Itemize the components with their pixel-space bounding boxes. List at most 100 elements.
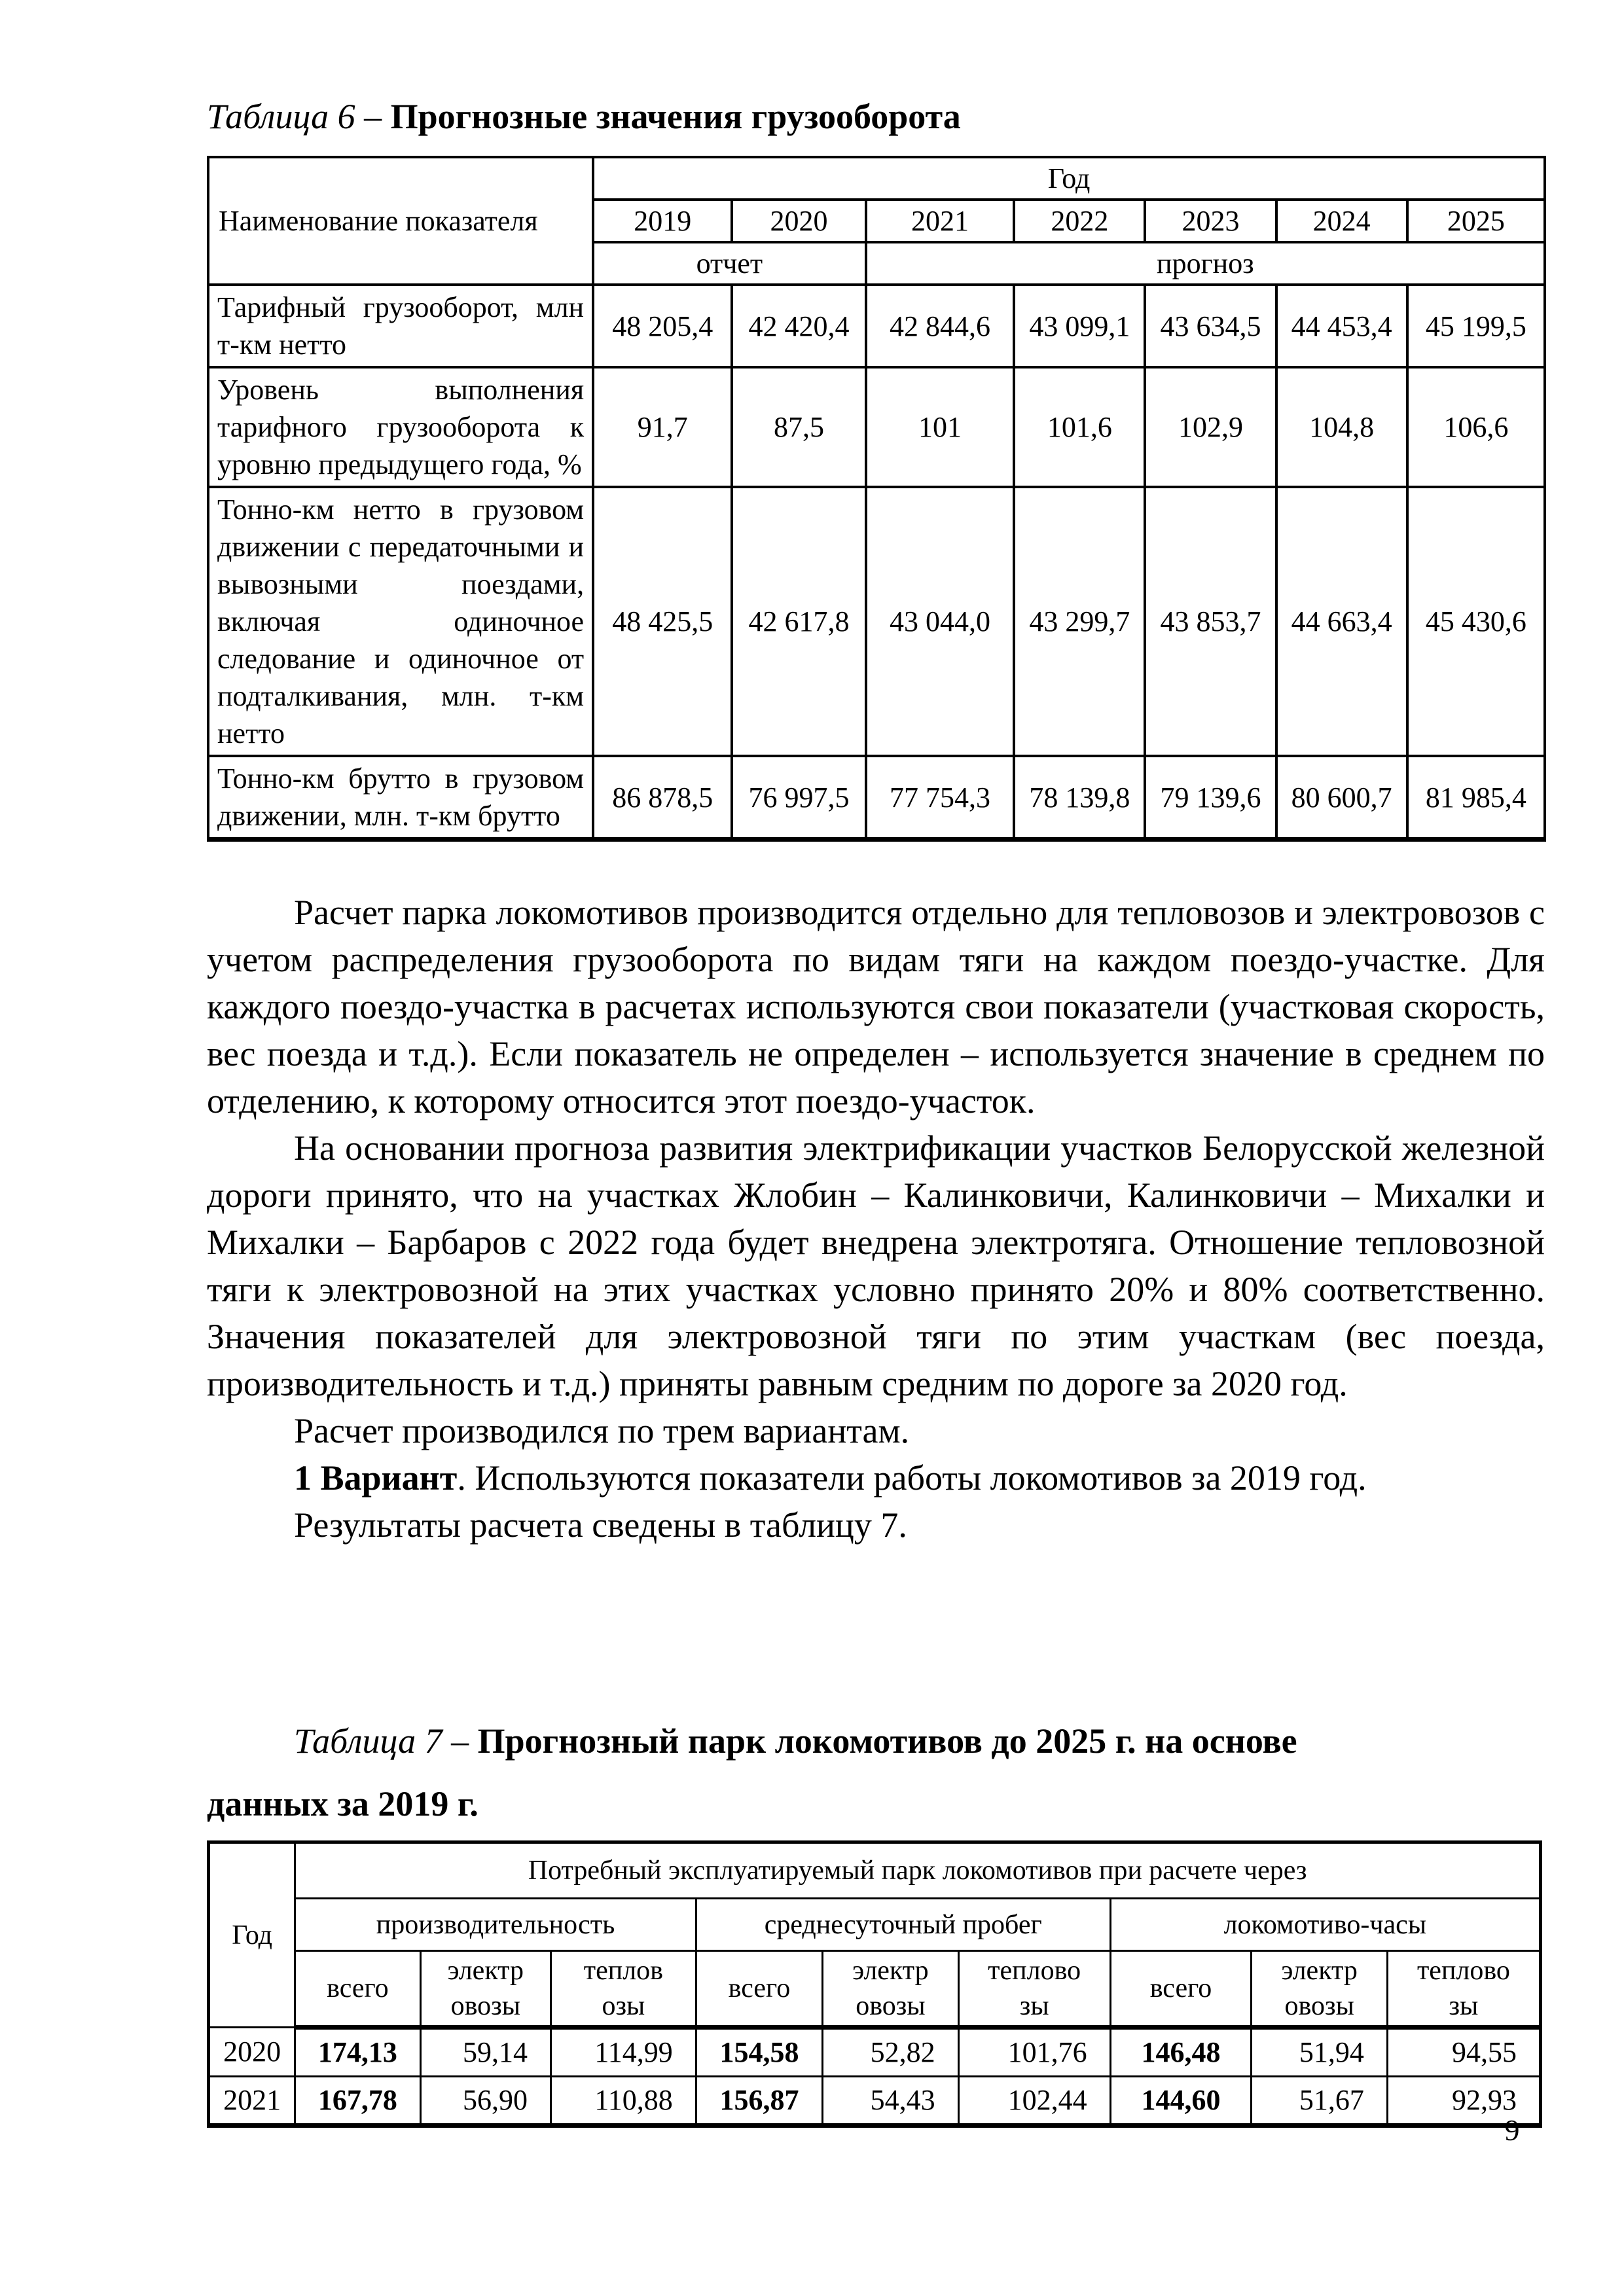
table7-row: 2021 167,78 56,90 110,88 156,87 54,43 10… [207, 2075, 1542, 2128]
table6-cell: 86 878,5 [592, 755, 734, 842]
table6-header-forecast: прогноз [864, 241, 1547, 286]
table7-subheader: электр овозы [419, 1950, 552, 2030]
table7-cell: 51,94 [1250, 2026, 1388, 2077]
table7-subheader: электр овозы [1250, 1950, 1388, 2030]
paragraph-bold-lead: 1 Вариант [294, 1458, 458, 1498]
table7-row: 2020 174,13 59,14 114,99 154,58 52,82 10… [207, 2026, 1542, 2077]
table6-row-label: Тонно-км брутто в грузовом движении, млн… [206, 755, 595, 842]
table6-cell: 43 044,0 [864, 486, 1016, 757]
table6: Наименование показателя Год 2019 2020 20… [206, 156, 1547, 842]
table7-cell: 52,82 [821, 2026, 960, 2077]
table6-cell: 101,6 [1013, 366, 1147, 488]
table7-cell: 174,13 [294, 2026, 422, 2077]
table6-cell: 48 205,4 [592, 283, 734, 368]
table7-cell: 146,48 [1109, 2026, 1253, 2077]
table7-caption-dash: – [451, 1721, 469, 1761]
table6-cell: 43 299,7 [1013, 486, 1147, 757]
table7-cell: 54,43 [821, 2075, 960, 2128]
table7-cell: 94,55 [1386, 2026, 1542, 2077]
table6-cell: 81 985,4 [1405, 755, 1547, 842]
table6-header-year: 2021 [864, 198, 1016, 243]
table7-cell: 102,44 [957, 2075, 1111, 2128]
table7-cell: 101,76 [957, 2026, 1111, 2077]
table6-row-label: Тарифный грузооборот, млн т-км нетто [206, 283, 595, 368]
table7-caption-label: Таблица 7 [294, 1721, 442, 1761]
table7-cell: 56,90 [419, 2075, 552, 2128]
table7-header-year-col: Год [207, 1841, 297, 2028]
table6-row: Уровень выполнения тарифного грузооборот… [206, 366, 1547, 488]
table6-cell: 91,7 [592, 366, 734, 488]
table7-year-cell: 2020 [207, 2026, 297, 2077]
table7-cell: 156,87 [695, 2075, 824, 2128]
table6-cell: 76 997,5 [731, 755, 867, 842]
table7-header-group-loco-hours: локомотиво-часы [1109, 1897, 1542, 1952]
table7-year-cell: 2021 [207, 2075, 297, 2128]
table6-cell: 44 453,4 [1274, 283, 1409, 368]
table6-cell: 43 634,5 [1144, 283, 1278, 368]
table7: Год Потребный эксплуатируемый парк локом… [207, 1840, 1542, 2128]
table6-header-name: Наименование показателя [206, 156, 595, 286]
paragraph-text: . Используются показатели работы локомот… [457, 1458, 1367, 1498]
table7-subheader: теплово зы [957, 1950, 1111, 2030]
table6-cell: 42 617,8 [731, 486, 867, 757]
table6-cell: 77 754,3 [864, 755, 1016, 842]
table6-cell: 42 420,4 [731, 283, 867, 368]
page-number: 9 [1504, 2113, 1520, 2147]
table7-cell: 154,58 [695, 2026, 824, 2077]
table6-row-label: Уровень выполнения тарифного грузооборот… [206, 366, 595, 488]
table7-subheader: всего [695, 1950, 824, 2030]
body-paragraph: На основании прогноза развития электрифи… [207, 1124, 1545, 1407]
table7-cell: 167,78 [294, 2075, 422, 2128]
table6-caption-label: Таблица 6 [207, 97, 355, 136]
paragraph-text: На основании прогноза развития электрифи… [207, 1128, 1545, 1403]
table6-row: Тонно-км нетто в грузовом движении с пер… [206, 486, 1547, 757]
table6-cell: 79 139,6 [1144, 755, 1278, 842]
table6-cell: 101 [864, 366, 1016, 488]
table7-cell: 51,67 [1250, 2075, 1388, 2128]
table7-cell: 114,99 [549, 2026, 697, 2077]
table6-caption-dash: – [364, 97, 382, 136]
body-paragraph: 1 Вариант. Используются показатели работ… [207, 1454, 1545, 1501]
table6-cell: 78 139,8 [1013, 755, 1147, 842]
table7-subheader: электр овозы [821, 1950, 960, 2030]
table6-cell: 45 199,5 [1405, 283, 1547, 368]
table7-subheader: теплово зы [1386, 1950, 1542, 2030]
table6-cell: 80 600,7 [1274, 755, 1409, 842]
body-text: Расчет парка локомотивов производится от… [207, 889, 1545, 1549]
table7-subheader: всего [294, 1950, 422, 2030]
table7-header-group-daily-run: среднесуточный пробег [695, 1897, 1111, 1952]
table6-cell: 104,8 [1274, 366, 1409, 488]
table6-cell: 48 425,5 [592, 486, 734, 757]
table6-header-year-group: Год [592, 156, 1546, 201]
table7-header-group-productivity: производительность [294, 1897, 697, 1952]
table6-header-year: 2024 [1274, 198, 1409, 243]
table6-header-report: отчет [592, 241, 867, 286]
table6-cell: 87,5 [731, 366, 867, 488]
table6-row-label: Тонно-км нетто в грузовом движении с пер… [206, 486, 595, 757]
table7-cell: 110,88 [549, 2075, 697, 2128]
paragraph-text: Расчет парка локомотивов производится от… [207, 893, 1545, 1121]
table7-cell: 59,14 [419, 2026, 552, 2077]
table6-cell: 106,6 [1405, 366, 1547, 488]
table7-cell: 144,60 [1109, 2075, 1253, 2128]
table7-subheader: всего [1109, 1950, 1253, 2030]
body-paragraph: Расчет производился по трем вариантам. [207, 1407, 1545, 1454]
table6-header-year: 2019 [592, 198, 734, 243]
table6-caption-title: Прогнозные значения грузооборота [390, 97, 961, 136]
table6-cell: 43 853,7 [1144, 486, 1278, 757]
table7-cell: 92,93 [1386, 2075, 1542, 2128]
table6-row: Тарифный грузооборот, млн т-км нетто 48 … [206, 283, 1547, 368]
paragraph-text: Результаты расчета сведены в таблицу 7. [294, 1505, 907, 1545]
table6-cell: 42 844,6 [864, 283, 1016, 368]
table7-caption-title-line1: Прогнозный парк локомотивов до 2025 г. н… [477, 1721, 1297, 1761]
table6-header-year: 2022 [1013, 198, 1147, 243]
table6-header-year: 2023 [1144, 198, 1278, 243]
table7-caption: Таблица 7 – Прогнозный парк локомотивов … [207, 1710, 1545, 1835]
table6-caption: Таблица 6 – Прогнозные значения грузообо… [207, 96, 1549, 137]
table7-subheader: теплов озы [549, 1950, 697, 2030]
table6-cell: 43 099,1 [1013, 283, 1147, 368]
table6-cell: 44 663,4 [1274, 486, 1409, 757]
table6-row: Тонно-км брутто в грузовом движении, млн… [206, 755, 1547, 842]
table6-header-year: 2020 [731, 198, 867, 243]
